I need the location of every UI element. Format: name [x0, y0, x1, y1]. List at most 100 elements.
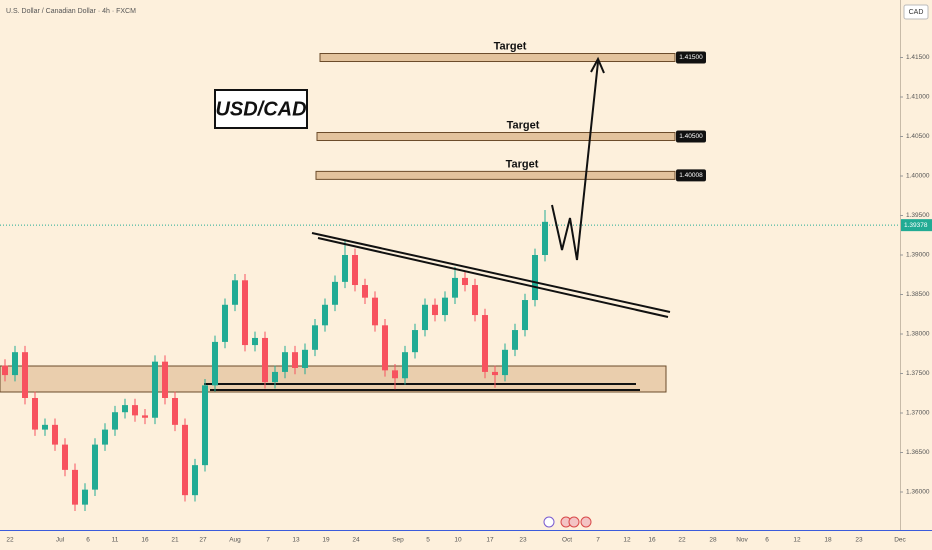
candle-body: [422, 304, 428, 331]
x-tick-label: 7: [596, 537, 600, 544]
target-zone: [315, 170, 676, 180]
candle-body: [132, 405, 138, 416]
candle-body: [472, 285, 478, 316]
x-tick-label: 11: [112, 537, 119, 544]
x-tick-label: 13: [292, 537, 300, 544]
currency-box: [903, 4, 929, 20]
candle-body: [322, 304, 328, 326]
candle-body: [122, 405, 128, 413]
candle-body: [432, 304, 438, 316]
trendline: [317, 237, 669, 318]
y-tick-label: 1.37500: [906, 370, 930, 377]
candle-body: [522, 300, 528, 331]
y-tick-label: 1.38500: [906, 291, 930, 298]
y-tick-label: 1.40000: [906, 173, 930, 180]
target-label: Target: [506, 158, 539, 170]
candle-body: [152, 361, 158, 418]
projection-arrowhead: [590, 56, 605, 74]
candle-body: [12, 352, 18, 376]
badge-box: [214, 89, 308, 129]
candle-body: [402, 352, 408, 379]
x-tick-label: 28: [709, 537, 717, 544]
target-label: Target: [507, 119, 540, 131]
candle-body: [72, 469, 78, 505]
candle-body: [542, 221, 548, 256]
badge-text: USD/CAD: [215, 98, 306, 120]
candle-body: [392, 370, 398, 379]
candle-body: [302, 349, 308, 368]
y-tick-label: 1.39500: [906, 212, 930, 219]
x-tick-label: 22: [6, 537, 14, 544]
x-tick-label: 23: [855, 537, 863, 544]
candle-body: [292, 352, 298, 368]
candle-body: [372, 297, 378, 326]
candle-body: [482, 315, 488, 372]
candle-body: [332, 281, 338, 305]
y-tick-label: 1.40500: [906, 133, 930, 140]
candle-body: [412, 330, 418, 353]
x-tick-label: Sep: [392, 537, 404, 544]
trendline: [311, 232, 671, 313]
x-tick-label: Nov: [736, 537, 748, 544]
candle-body: [232, 280, 238, 305]
candle-body: [362, 285, 368, 298]
x-tick-label: 5: [426, 537, 430, 544]
target-price-box: [676, 169, 706, 182]
candle-body: [342, 255, 348, 282]
candle-body: [452, 277, 458, 298]
candle-body: [42, 424, 48, 430]
support-zone: [0, 365, 667, 393]
candle-body: [172, 397, 178, 425]
candle-body: [202, 385, 208, 466]
candle-body: [112, 412, 118, 430]
y-tick-label: 1.41500: [906, 54, 930, 61]
candle-body: [212, 341, 218, 386]
x-tick-label: 6: [86, 537, 90, 544]
chart-title: U.S. Dollar / Canadian Dollar · 4h · FXC…: [6, 8, 136, 15]
x-tick-label: 18: [824, 537, 832, 544]
x-tick-label: 21: [171, 537, 179, 544]
candle-body: [282, 352, 288, 372]
target-price-label: 1.40500: [679, 133, 703, 140]
event-icon[interactable]: [543, 516, 555, 528]
candle-body: [252, 337, 258, 346]
x-tick-label: 24: [352, 537, 360, 544]
candle-body: [82, 489, 88, 505]
candle-body: [382, 325, 388, 371]
candle-body: [532, 255, 538, 301]
target-label: Target: [494, 40, 527, 52]
candle-body: [242, 280, 248, 346]
y-tick-label: 1.36000: [906, 489, 930, 496]
candle-body: [192, 465, 198, 496]
x-tick-label: Jul: [56, 537, 65, 544]
x-tick-label: 23: [519, 537, 527, 544]
candle-body: [512, 330, 518, 350]
candle-body: [462, 277, 468, 286]
candle-body: [492, 371, 498, 376]
target-price-box: [676, 130, 706, 143]
candle-body: [92, 444, 98, 490]
x-tick-label: 7: [266, 537, 270, 544]
event-icon[interactable]: [568, 516, 580, 528]
candle-body: [442, 297, 448, 316]
target-price-label: 1.41500: [679, 54, 703, 61]
x-tick-label: 12: [623, 537, 631, 544]
x-tick-label: Oct: [562, 537, 572, 544]
target-price-label: 1.40008: [679, 172, 703, 179]
target-zone: [319, 53, 676, 63]
event-icon[interactable]: [580, 516, 592, 528]
candle-body: [142, 415, 148, 418]
y-tick-label: 1.41000: [906, 94, 930, 101]
x-tick-label: 17: [486, 537, 494, 544]
y-tick-label: 1.39000: [906, 252, 930, 259]
candle-body: [32, 397, 38, 430]
candle-body: [352, 255, 358, 286]
candle-body: [222, 304, 228, 342]
x-tick-label: 12: [793, 537, 801, 544]
candle-body: [312, 325, 318, 350]
last-price-box: [901, 219, 932, 232]
x-tick-label: 10: [454, 537, 462, 544]
candle-body: [52, 424, 58, 445]
